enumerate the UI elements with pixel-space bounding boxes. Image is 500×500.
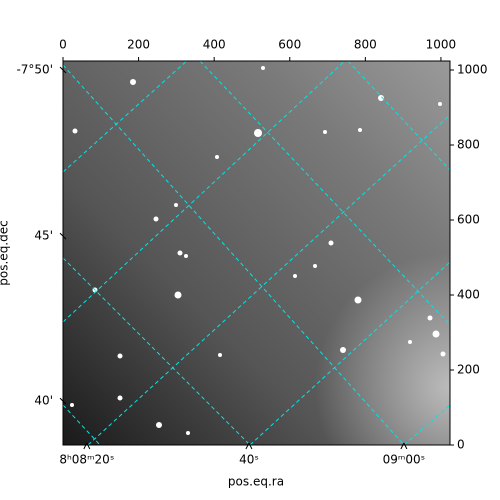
x-axis-label: pos.eq.ra — [228, 475, 284, 489]
y-tick-label: 600 — [457, 213, 480, 227]
sky-image — [63, 61, 450, 445]
dec-tick — [59, 232, 67, 240]
ra-tick — [248, 442, 253, 450]
x-tick-label: 0 — [59, 38, 67, 52]
dec-tick-label: -7°50' — [16, 63, 53, 77]
y-tick-label: 800 — [457, 138, 480, 152]
y-axis-label: pos.eq.dec — [0, 220, 11, 285]
y-tick-label: 200 — [457, 363, 480, 377]
ra-tick-label: 40ˢ — [239, 453, 259, 467]
dec-tick-label: 45' — [34, 229, 53, 243]
ra-tick — [400, 442, 405, 450]
x-tick-label: 400 — [203, 38, 226, 52]
ra-tick-label: 09ᵐ00ˢ — [383, 453, 426, 467]
x-tick-label: 600 — [278, 38, 301, 52]
x-tick-label: 800 — [354, 38, 377, 52]
ra-tick — [83, 442, 88, 450]
plot-frame — [62, 60, 451, 446]
y-tick-label: 1000 — [457, 63, 488, 77]
x-tick-label: 1000 — [426, 38, 457, 52]
x-tick-label: 200 — [127, 38, 150, 52]
dec-tick — [59, 66, 67, 74]
dec-tick — [59, 397, 67, 405]
dec-tick-label: 40' — [34, 394, 53, 408]
y-tick-label: 400 — [457, 288, 480, 302]
ra-tick — [403, 442, 408, 450]
ra-tick — [86, 442, 91, 450]
ra-tick — [245, 442, 250, 450]
y-tick-label: 0 — [457, 438, 465, 452]
stars — [70, 66, 446, 435]
coordinate-grid — [63, 61, 450, 445]
ra-tick-label: 8ʰ08ᵐ20ˢ — [59, 453, 114, 467]
